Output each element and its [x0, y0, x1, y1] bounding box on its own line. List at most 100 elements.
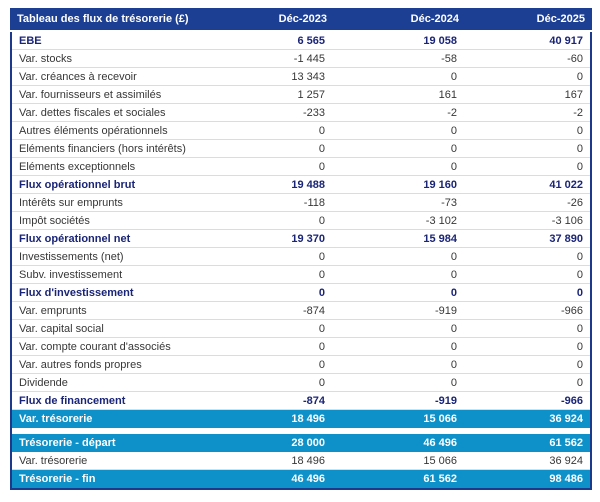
row-value-dec-2025: 0 — [576, 71, 583, 83]
table-row: Subv. investissement 0 0 0 — [12, 266, 590, 284]
table-row: Var. créances à recevoir 13 343 0 0 — [12, 68, 590, 86]
table-row: Var. dettes fiscales et sociales -233 -2… — [12, 104, 590, 122]
row-label: Var. emprunts — [19, 305, 87, 317]
row-value-dec-2023: 0 — [318, 323, 325, 335]
row-value-dec-2025: 0 — [576, 287, 583, 299]
row-label: Flux de financement — [19, 395, 126, 407]
row-value-dec-2025: -26 — [567, 197, 583, 209]
row-value-dec-2025: 0 — [576, 323, 583, 335]
table-row: Investissements (net) 0 0 0 — [12, 248, 590, 266]
row-value-dec-2025: 0 — [576, 143, 583, 155]
row-value-dec-2023: 0 — [318, 161, 325, 173]
row-value-dec-2023: 0 — [318, 287, 325, 299]
row-label: Var. stocks — [19, 53, 72, 65]
row-label: Dividende — [19, 377, 68, 389]
row-value-dec-2023: 6 565 — [297, 35, 325, 47]
row-label: Eléments exceptionnels — [19, 161, 136, 173]
row-value-dec-2024: -3 102 — [425, 215, 457, 227]
table-row: Var. trésorerie 18 496 15 066 36 924 — [12, 410, 590, 428]
row-value-dec-2023: 0 — [318, 269, 325, 281]
row-value-dec-2024: -73 — [441, 197, 457, 209]
row-value-dec-2025: 0 — [576, 125, 583, 137]
row-value-dec-2025: 0 — [576, 341, 583, 353]
row-label: Flux opérationnel brut — [19, 179, 136, 191]
row-value-dec-2023: 46 496 — [291, 473, 325, 485]
row-value-dec-2024: 19 058 — [423, 35, 457, 47]
row-value-dec-2023: -874 — [302, 395, 325, 407]
row-value-dec-2023: 0 — [318, 143, 325, 155]
row-value-dec-2023: 0 — [318, 341, 325, 353]
table-row: Flux opérationnel brut 19 488 19 160 41 … — [12, 176, 590, 194]
row-value-dec-2024: 15 984 — [423, 233, 457, 245]
table-row: Var. autres fonds propres 0 0 0 — [12, 356, 590, 374]
row-value-dec-2023: 19 488 — [291, 179, 325, 191]
row-label: Var. créances à recevoir — [19, 71, 137, 83]
row-value-dec-2023: 0 — [318, 215, 325, 227]
row-label: Var. dettes fiscales et sociales — [19, 107, 166, 119]
row-value-dec-2024: 0 — [450, 359, 457, 371]
row-label: Subv. investissement — [19, 269, 123, 281]
row-label: Trésorerie - fin — [19, 473, 96, 485]
row-label: Var. fournisseurs et assimilés — [19, 89, 162, 101]
row-label: Eléments financiers (hors intérêts) — [19, 143, 186, 155]
table-row: Var. emprunts -874 -919 -966 — [12, 302, 590, 320]
row-value-dec-2024: 15 066 — [423, 455, 457, 467]
cash-flow-table: Tableau des flux de trésorerie (£) Déc-2… — [10, 8, 592, 490]
table-row: Autres éléments opérationnels 0 0 0 — [12, 122, 590, 140]
row-value-dec-2024: 19 160 — [423, 179, 457, 191]
column-header-dec-2024: Déc-2024 — [410, 13, 459, 25]
table-row: Impôt sociétés 0 -3 102 -3 106 — [12, 212, 590, 230]
row-value-dec-2025: 0 — [576, 269, 583, 281]
row-value-dec-2023: -874 — [302, 305, 325, 317]
column-header-dec-2023: Déc-2023 — [278, 13, 327, 25]
row-value-dec-2025: -966 — [560, 305, 583, 317]
table-row: Dividende 0 0 0 — [12, 374, 590, 392]
row-value-dec-2025: 36 924 — [549, 413, 583, 425]
row-value-dec-2023: 13 343 — [291, 71, 325, 83]
table-row: Var. fournisseurs et assimilés 1 257 161… — [12, 86, 590, 104]
table-body: EBE 6 565 19 058 40 917 Var. stocks -1 4… — [10, 32, 592, 490]
table-row: EBE 6 565 19 058 40 917 — [12, 32, 590, 50]
table-row: Eléments exceptionnels 0 0 0 — [12, 158, 590, 176]
row-value-dec-2025: 0 — [576, 161, 583, 173]
row-value-dec-2024: -2 — [447, 107, 457, 119]
row-value-dec-2024: 161 — [438, 89, 457, 101]
row-value-dec-2025: 61 562 — [549, 437, 583, 449]
row-value-dec-2023: 1 257 — [297, 89, 325, 101]
row-label: Flux opérationnel net — [19, 233, 131, 245]
row-value-dec-2023: 18 496 — [291, 455, 325, 467]
row-label: Var. capital social — [19, 323, 104, 335]
row-label: Investissements (net) — [19, 251, 124, 263]
row-label: Autres éléments opérationnels — [19, 125, 168, 137]
row-value-dec-2023: -233 — [302, 107, 325, 119]
section-spacer — [12, 428, 590, 434]
row-value-dec-2025: -966 — [560, 395, 583, 407]
row-value-dec-2023: 18 496 — [291, 413, 325, 425]
row-label: Var. trésorerie — [19, 455, 88, 467]
row-label: Impôt sociétés — [19, 215, 90, 227]
table-header-row: Tableau des flux de trésorerie (£) Déc-2… — [10, 8, 592, 30]
row-value-dec-2024: -919 — [434, 305, 457, 317]
row-value-dec-2025: 41 022 — [549, 179, 583, 191]
row-value-dec-2025: 0 — [576, 359, 583, 371]
row-value-dec-2025: -60 — [567, 53, 583, 65]
row-value-dec-2024: 0 — [450, 287, 457, 299]
row-value-dec-2025: -3 106 — [551, 215, 583, 227]
row-value-dec-2023: 19 370 — [291, 233, 325, 245]
row-label: Var. autres fonds propres — [19, 359, 142, 371]
row-value-dec-2024: -58 — [441, 53, 457, 65]
row-value-dec-2024: 61 562 — [423, 473, 457, 485]
table-row: Var. compte courant d'associés 0 0 0 — [12, 338, 590, 356]
row-value-dec-2023: 0 — [318, 359, 325, 371]
row-value-dec-2023: -1 445 — [293, 53, 325, 65]
row-value-dec-2024: 0 — [450, 377, 457, 389]
table-row: Trésorerie - fin 46 496 61 562 98 486 — [12, 470, 590, 488]
row-value-dec-2023: 0 — [318, 377, 325, 389]
row-label: Intérêts sur emprunts — [19, 197, 123, 209]
row-value-dec-2024: 0 — [450, 251, 457, 263]
row-value-dec-2023: 0 — [318, 125, 325, 137]
table-row: Trésorerie - départ 28 000 46 496 61 562 — [12, 434, 590, 452]
row-value-dec-2025: 98 486 — [549, 473, 583, 485]
row-label: Flux d'investissement — [19, 287, 134, 299]
table-row: Eléments financiers (hors intérêts) 0 0 … — [12, 140, 590, 158]
